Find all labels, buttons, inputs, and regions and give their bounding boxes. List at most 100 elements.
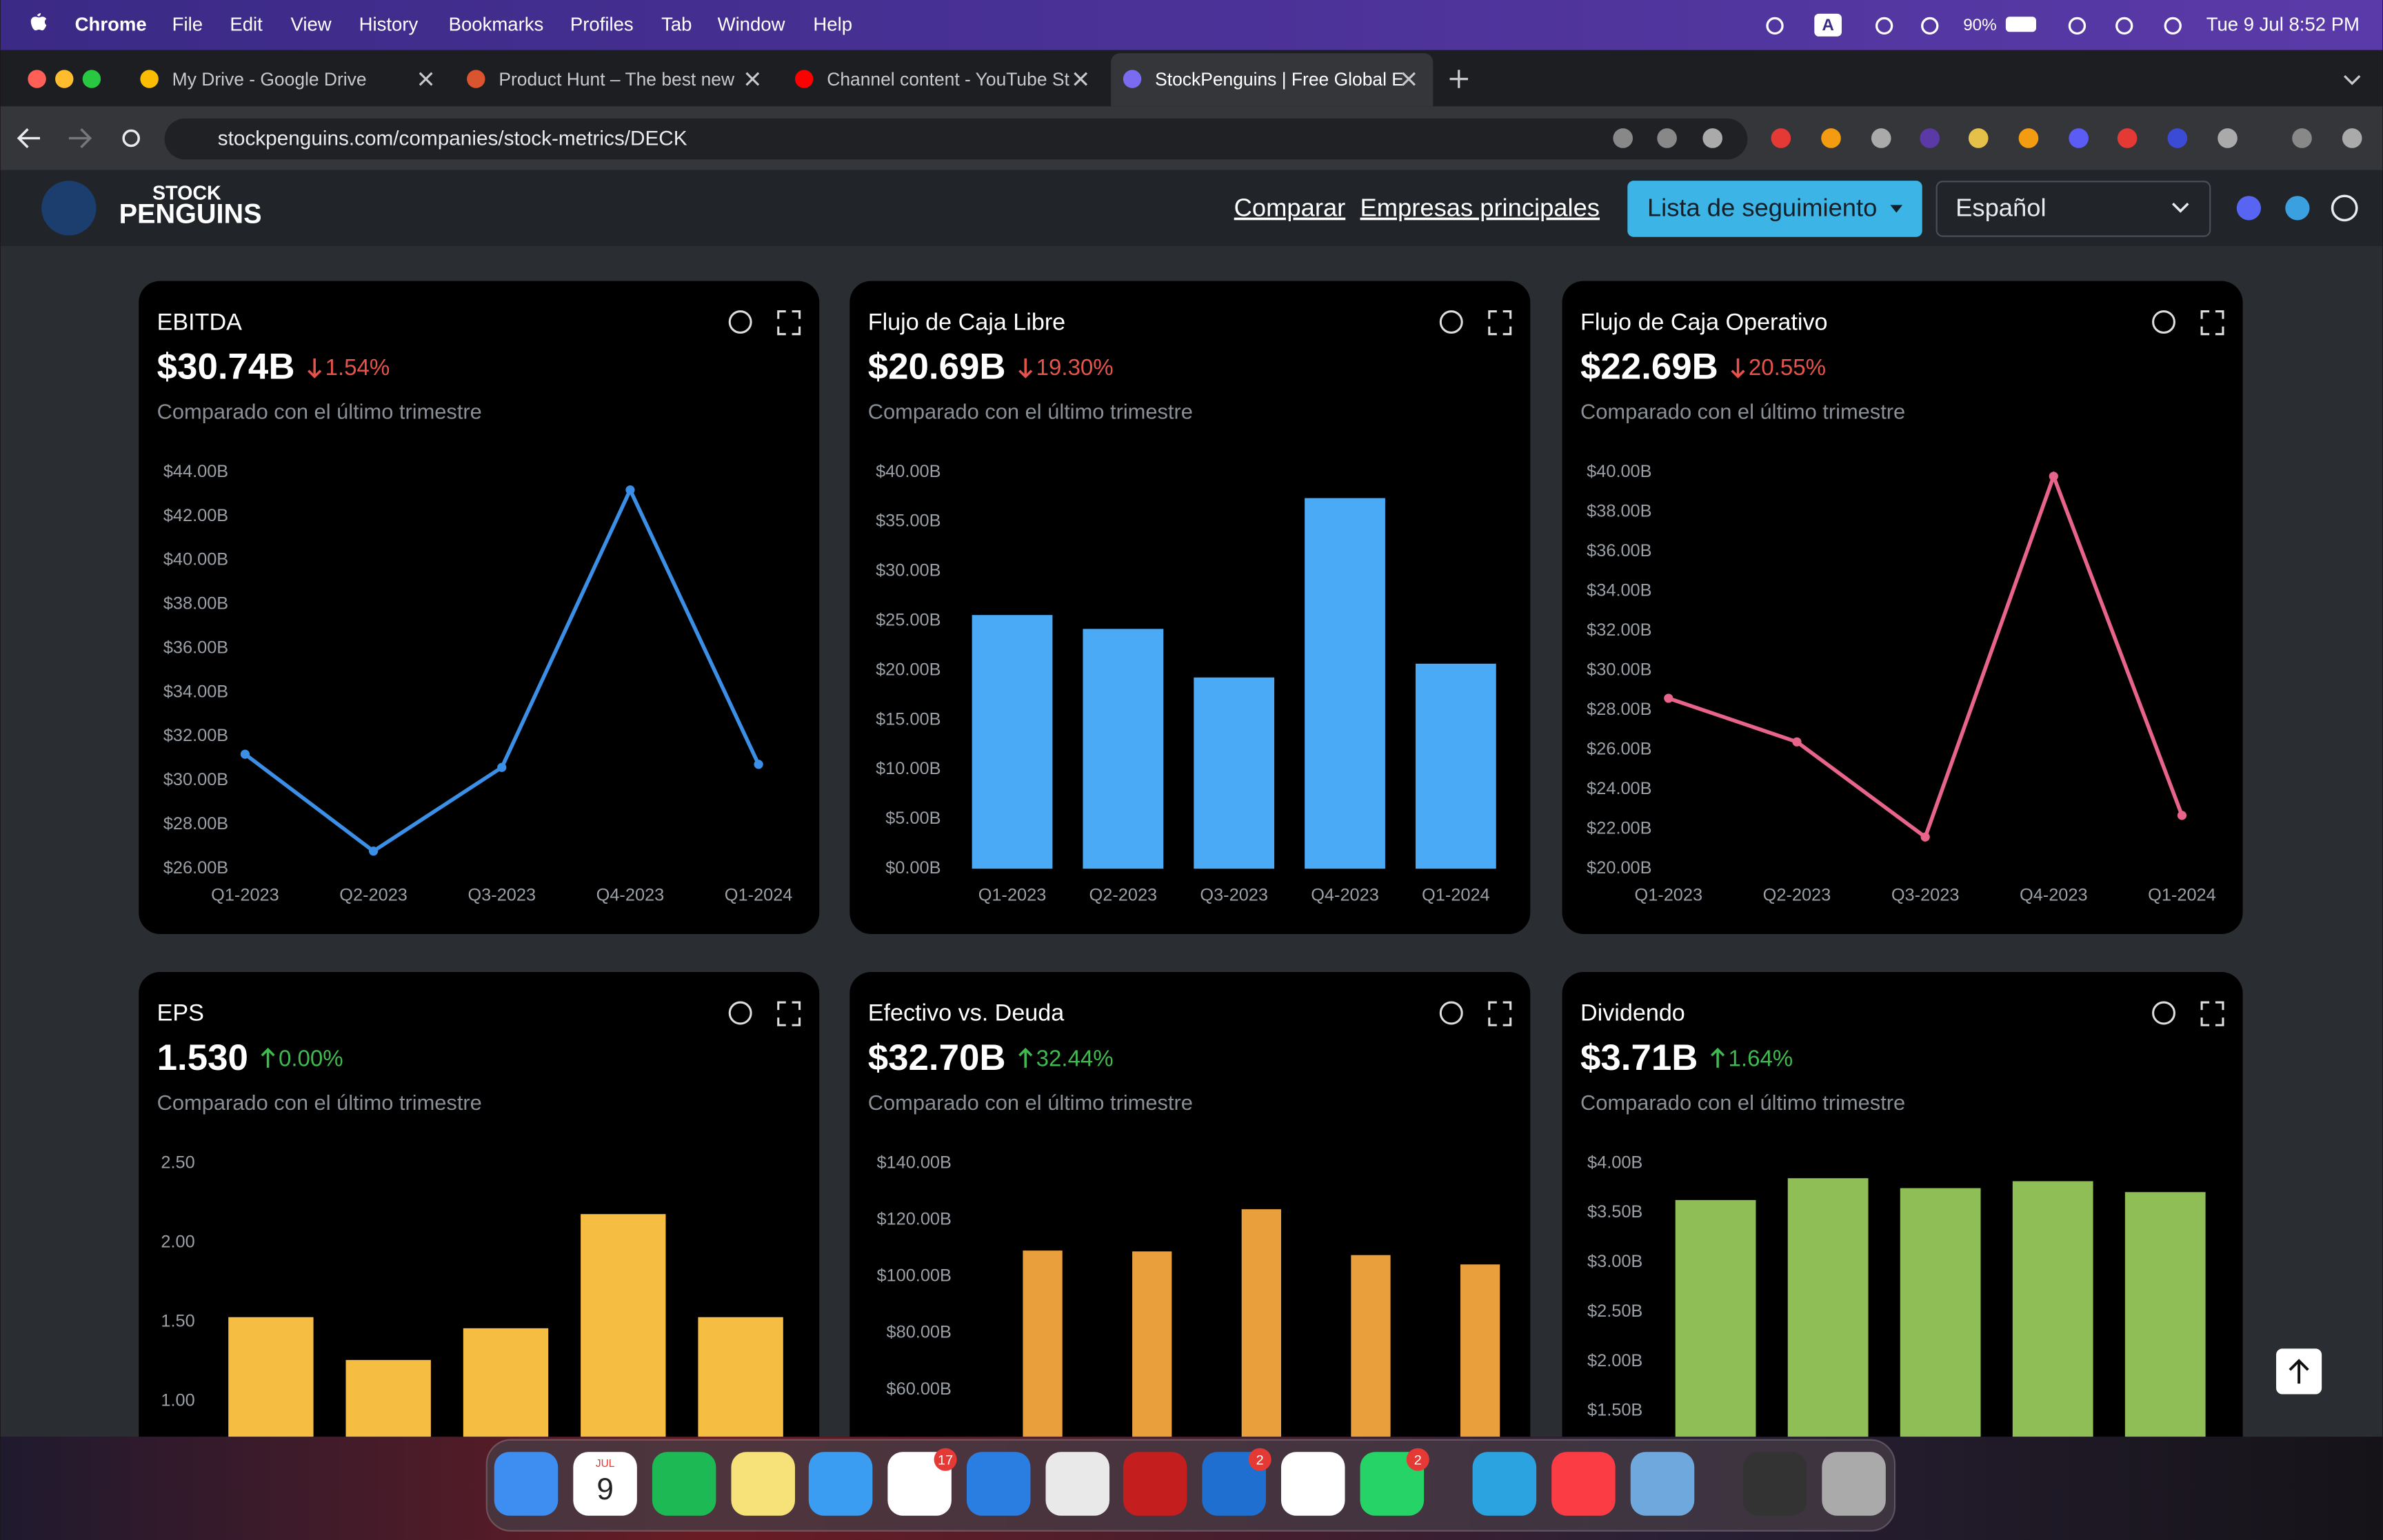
menu-item[interactable]: History: [359, 14, 419, 35]
card-change: 20.55%: [1749, 355, 1826, 381]
dock-icon[interactable]: [1742, 1452, 1807, 1516]
back-button[interactable]: [17, 128, 41, 148]
expand-button[interactable]: [2200, 1001, 2224, 1026]
expand-button[interactable]: [2200, 310, 2224, 336]
omnibox[interactable]: [164, 118, 1748, 160]
language-label[interactable]: Español: [1955, 194, 2046, 222]
bar: [1415, 663, 1496, 869]
menu-app[interactable]: Chrome: [75, 14, 147, 35]
menu-item[interactable]: Edit: [230, 14, 263, 35]
toolbar-icon[interactable]: [1613, 128, 1633, 148]
reload-button[interactable]: [122, 129, 140, 148]
info-button[interactable]: [728, 1001, 752, 1025]
menu-item[interactable]: Tab: [661, 14, 692, 35]
menu-item[interactable]: View: [291, 14, 332, 35]
tab-favicon[interactable]: [794, 70, 814, 88]
expand-button[interactable]: [777, 310, 801, 336]
toolbar-icon[interactable]: [1920, 128, 1940, 148]
social-icon[interactable]: [2236, 196, 2262, 221]
info-button[interactable]: [1439, 310, 1463, 334]
status-icon[interactable]: [2115, 17, 2133, 35]
dock-icon[interactable]: [1360, 1452, 1425, 1516]
tab-title[interactable]: Product Hunt – The best new: [499, 69, 735, 90]
nav-link[interactable]: Empresas principales: [1360, 194, 1600, 222]
tab-close[interactable]: [1402, 72, 1416, 86]
forward-button[interactable]: [68, 128, 92, 148]
tab-close[interactable]: [419, 72, 433, 86]
social-icon[interactable]: [2331, 194, 2358, 222]
toolbar-icon[interactable]: [2292, 128, 2312, 148]
tab-favicon[interactable]: [1123, 70, 1142, 88]
info-button[interactable]: [2152, 1001, 2175, 1025]
menu-item[interactable]: Profiles: [570, 14, 634, 35]
input-source[interactable]: A: [1822, 16, 1834, 34]
dock-icon[interactable]: [808, 1452, 873, 1516]
toolbar-icon[interactable]: [2069, 128, 2089, 148]
toolbar-icon[interactable]: [2218, 128, 2238, 148]
toolbar-icon[interactable]: [1702, 128, 1723, 148]
menu-item[interactable]: Bookmarks: [449, 14, 544, 35]
window-control[interactable]: [28, 70, 46, 88]
active-tab[interactable]: [1111, 53, 1434, 107]
expand-button[interactable]: [777, 1001, 801, 1026]
tab-title[interactable]: StockPenguins | Free Global E: [1155, 69, 1404, 90]
logo-top[interactable]: STOCK: [152, 183, 221, 205]
dock-icon[interactable]: [652, 1452, 716, 1516]
tab-favicon[interactable]: [467, 70, 485, 88]
dock-icon[interactable]: [1822, 1452, 1886, 1516]
toolbar-icon[interactable]: [1657, 128, 1677, 148]
dock-icon[interactable]: [966, 1452, 1031, 1516]
tab-close[interactable]: [745, 72, 760, 86]
info-button[interactable]: [728, 310, 752, 334]
apple-logo[interactable]: [30, 13, 47, 31]
toolbar-icon[interactable]: [1871, 128, 1891, 148]
status-icon[interactable]: [2164, 17, 2182, 35]
dock-icon[interactable]: [1280, 1452, 1345, 1516]
toolbar-icon[interactable]: [2167, 128, 2188, 148]
window-control[interactable]: [55, 70, 74, 88]
tab-title[interactable]: My Drive - Google Drive: [172, 69, 367, 90]
tab-close[interactable]: [1074, 72, 1088, 86]
tab-search[interactable]: [2344, 74, 2361, 85]
expand-button[interactable]: [1488, 310, 1512, 336]
toolbar-icon[interactable]: [2117, 128, 2138, 148]
info-button[interactable]: [2152, 310, 2175, 334]
dock-icon[interactable]: [731, 1452, 795, 1516]
dock-icon[interactable]: [1472, 1452, 1537, 1516]
dock-icon[interactable]: [1551, 1452, 1616, 1516]
watchlist-button[interactable]: [1627, 181, 1922, 237]
clock[interactable]: Tue 9 Jul 8:52 PM: [2206, 14, 2360, 35]
toolbar-icon[interactable]: [2018, 128, 2039, 148]
dock-icon[interactable]: [573, 1452, 637, 1516]
social-icon[interactable]: [2285, 196, 2310, 221]
status-icon[interactable]: [2068, 17, 2087, 35]
expand-button[interactable]: [1488, 1001, 1512, 1026]
status-icon[interactable]: [1921, 17, 1939, 35]
y-tick-label: $1.50B: [1587, 1401, 1642, 1420]
logo-bottom[interactable]: PENGUINS: [119, 199, 262, 229]
toolbar-icon[interactable]: [1771, 128, 1791, 148]
menu-item[interactable]: Window: [718, 14, 785, 35]
window-control[interactable]: [82, 70, 101, 88]
toolbar-icon[interactable]: [1821, 128, 1841, 148]
tab-title[interactable]: Channel content - YouTube St: [827, 69, 1069, 90]
menu-item[interactable]: File: [172, 14, 203, 35]
menu-item[interactable]: Help: [813, 14, 852, 35]
toolbar-icon[interactable]: [1968, 128, 1989, 148]
nav-link[interactable]: Comparar: [1234, 194, 1346, 222]
new-tab[interactable]: [1449, 70, 1468, 88]
status-icon[interactable]: [1766, 17, 1784, 35]
toolbar-icon[interactable]: [2342, 128, 2362, 148]
dock-icon[interactable]: [887, 1452, 952, 1516]
info-button[interactable]: [1439, 1001, 1463, 1025]
watchlist-label[interactable]: Lista de seguimiento: [1647, 194, 1877, 222]
dock-icon[interactable]: [1202, 1452, 1266, 1516]
dock-icon[interactable]: [494, 1452, 559, 1516]
dock-icon[interactable]: [1123, 1452, 1187, 1516]
url[interactable]: stockpenguins.com/companies/stock-metric…: [218, 128, 687, 150]
language-select[interactable]: [1935, 181, 2211, 237]
tab-favicon[interactable]: [140, 70, 159, 88]
dock-icon[interactable]: [1045, 1452, 1110, 1516]
dock-icon[interactable]: [1630, 1452, 1695, 1516]
status-icon[interactable]: [1875, 17, 1893, 35]
